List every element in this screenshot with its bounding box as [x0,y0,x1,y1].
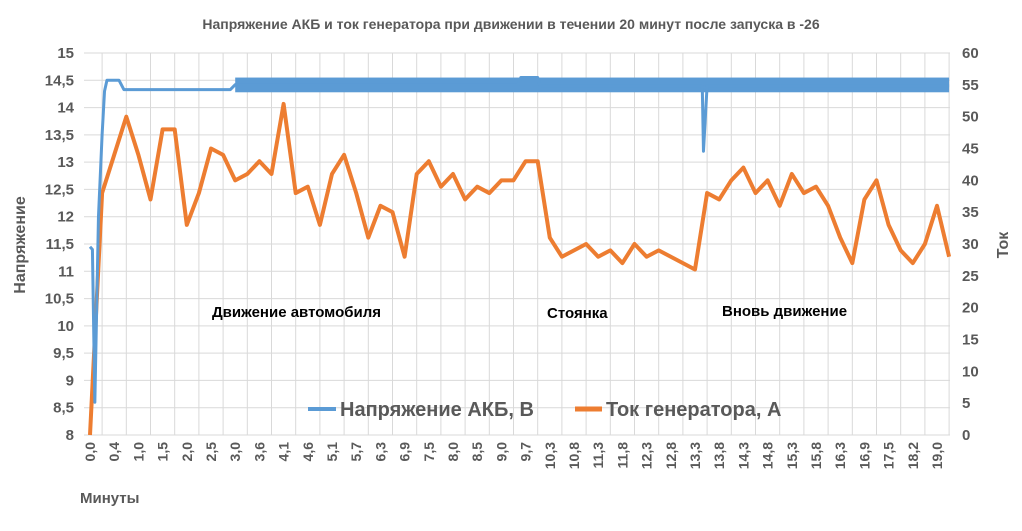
x-tick-label: 4,1 [276,442,292,462]
x-tick-label: 10,3 [542,442,558,469]
right-tick-label: 0 [962,427,970,444]
x-tick-label: 6,9 [397,442,413,462]
x-tick-label: 14,8 [760,442,776,469]
left-tick-label: 13,5 [45,127,74,144]
left-tick-label: 9,5 [53,345,74,362]
x-tick-label: 11,3 [590,442,606,469]
x-tick-label: 3,0 [227,442,243,462]
x-tick-label: 9,7 [518,442,534,462]
gridlines [84,52,950,436]
x-tick-label: 3,6 [251,442,267,462]
right-tick-label: 40 [962,172,979,189]
x-tick-label: 15,3 [784,442,800,469]
right-tick-label: 55 [962,77,979,94]
right-tick-label: 45 [962,141,979,158]
x-tick-label: 14,3 [735,442,751,469]
left-tick-label: 9 [66,372,74,389]
x-tick-label: 13,3 [687,442,703,469]
x-tick-label: 6,3 [372,442,388,462]
annotation-driving-again: Вновь движение [722,303,847,320]
left-axis-title: Напряжение [12,196,29,294]
left-tick-label: 10 [57,318,74,335]
x-axis-title: Минуты [80,490,139,507]
x-tick-label: 8,0 [445,442,461,462]
right-tick-label: 50 [962,109,979,126]
left-tick-label: 12,5 [45,181,74,198]
left-axis-ticks: 8 8,5 9 9,5 10 10,5 11 11,5 12 12,5 13 13,5 14 14,5 15 [45,45,75,444]
legend-voltage-label: Напряжение АКБ, В [340,399,534,421]
voltage-line [88,76,950,404]
x-tick-label: 10,8 [566,442,582,469]
x-tick-label: 16,3 [832,442,848,469]
right-tick-label: 30 [962,236,979,253]
right-axis-ticks: 0 5 10 15 20 25 30 35 40 45 50 55 60 [962,45,979,444]
left-tick-label: 12 [57,209,74,226]
x-tick-label: 0,4 [106,442,122,462]
x-tick-label: 18,2 [905,442,921,469]
x-tick-label: 2,0 [179,442,195,462]
right-tick-label: 15 [962,332,979,349]
left-tick-label: 14 [57,100,74,117]
x-tick-label: 5,1 [324,442,340,462]
annotation-driving: Движение автомобиля [212,304,381,321]
x-tick-label: 15,8 [808,442,824,469]
right-tick-label: 35 [962,204,979,221]
x-tick-label: 1,0 [130,442,146,462]
left-tick-label: 11,5 [46,236,74,253]
x-tick-label: 5,7 [348,442,364,462]
series-lines [88,76,952,436]
left-tick-label: 14,5 [45,72,74,89]
left-tick-label: 13 [57,154,74,171]
x-tick-label: 12,8 [663,442,679,469]
x-tick-label: 0,0 [82,442,98,462]
x-tick-label: 2,5 [203,442,219,462]
x-tick-label: 19,0 [929,442,945,469]
x-tick-label: 11,8 [614,442,630,469]
chart-title: Напряжение АКБ и ток генератора при движ… [202,16,819,32]
right-tick-label: 10 [962,363,979,380]
legend: Напряжение АКБ, В Ток генератора, А [308,399,781,421]
left-tick-label: 8,5 [53,400,74,417]
x-tick-label: 8,5 [469,442,485,462]
right-tick-label: 25 [962,268,979,285]
right-axis-title: Ток [995,231,1012,259]
x-tick-label: 9,0 [493,442,509,462]
x-tick-label: 12,3 [639,442,655,469]
x-tick-label: 4,6 [300,442,316,462]
x-tick-label: 17,5 [881,442,897,469]
left-tick-label: 11 [58,263,74,280]
right-tick-label: 5 [962,395,970,412]
x-tick-label: 7,5 [421,442,437,462]
x-tick-label: 13,8 [711,442,727,469]
left-tick-label: 10,5 [45,291,74,308]
left-tick-label: 8 [66,427,74,444]
x-tick-label: 1,5 [155,442,171,462]
current-line [88,101,952,436]
right-tick-label: 20 [962,300,979,317]
x-tick-label: 16,9 [856,442,872,469]
legend-current-label: Ток генератора, А [606,399,781,421]
right-tick-label: 60 [962,45,979,62]
annotation-parking: Стоянка [547,305,608,322]
left-tick-label: 15 [57,45,74,62]
x-axis-ticks: 0,0 0,4 1,0 1,5 2,0 2,5 3,0 3,6 4,1 4,6 5,1 5,7 6,3 6… [82,442,945,469]
